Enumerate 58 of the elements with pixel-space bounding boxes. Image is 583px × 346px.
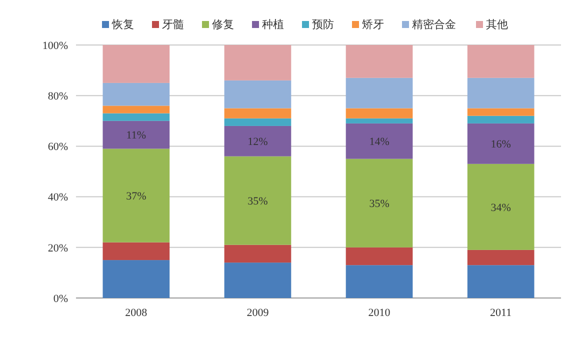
bar: [224, 118, 292, 126]
data-label: 35%: [369, 198, 390, 210]
bar: [346, 108, 413, 118]
x-tick-label: 2010: [368, 307, 391, 319]
legend-label: 预防: [312, 18, 334, 31]
x-tick-label: 2008: [125, 307, 148, 319]
data-label: 35%: [248, 195, 268, 208]
bar: [102, 82, 170, 106]
bar: [467, 123, 534, 164]
bar: [102, 45, 170, 83]
bar: [346, 118, 413, 124]
bar: [346, 123, 413, 159]
bar: [224, 156, 292, 245]
bar: [346, 247, 413, 266]
bar: [102, 113, 170, 121]
data-label: 37%: [126, 190, 146, 202]
x-tick-label: 2009: [246, 307, 270, 319]
y-tick-label: 40%: [48, 192, 68, 204]
legend-label: 恢复: [111, 19, 134, 31]
bar: [224, 80, 292, 108]
data-label: 12%: [248, 136, 268, 148]
y-tick-label: 0%: [53, 292, 68, 305]
data-label: 11%: [126, 130, 146, 142]
legend-label: 矫牙: [362, 19, 384, 31]
bar: [467, 265, 534, 298]
bar: [346, 265, 413, 298]
bar: [224, 244, 292, 263]
y-tick-label: 80%: [48, 90, 68, 102]
y-tick-label: 60%: [48, 141, 68, 154]
bar: [467, 116, 534, 124]
legend-label: 修复: [212, 19, 234, 31]
bar: [346, 158, 413, 248]
bar: [102, 260, 170, 298]
bar: [224, 45, 292, 80]
bar: [224, 126, 292, 156]
bar: [102, 148, 170, 242]
legend-label: 牙髓: [162, 19, 184, 31]
bar: [224, 262, 292, 298]
bar: [346, 78, 413, 108]
y-tick-label: 100%: [42, 40, 68, 52]
bar: [467, 45, 534, 78]
bar: [224, 108, 292, 118]
x-tick-label: 2011: [490, 307, 512, 319]
bar: [102, 106, 170, 114]
legend-label: 其他: [486, 18, 508, 31]
bar: [467, 164, 534, 250]
legend-label: 精密合金: [412, 18, 456, 31]
legend-label: 种植: [262, 18, 284, 31]
bar: [467, 250, 534, 266]
data-label: 34%: [490, 202, 511, 214]
bar: [467, 108, 534, 116]
bar: [102, 242, 170, 260]
data-label: 14%: [369, 136, 390, 148]
bar: [467, 78, 534, 108]
y-tick-label: 20%: [48, 242, 68, 254]
bar: [102, 120, 170, 149]
data-label: 16%: [490, 138, 511, 151]
bar: [346, 45, 413, 78]
